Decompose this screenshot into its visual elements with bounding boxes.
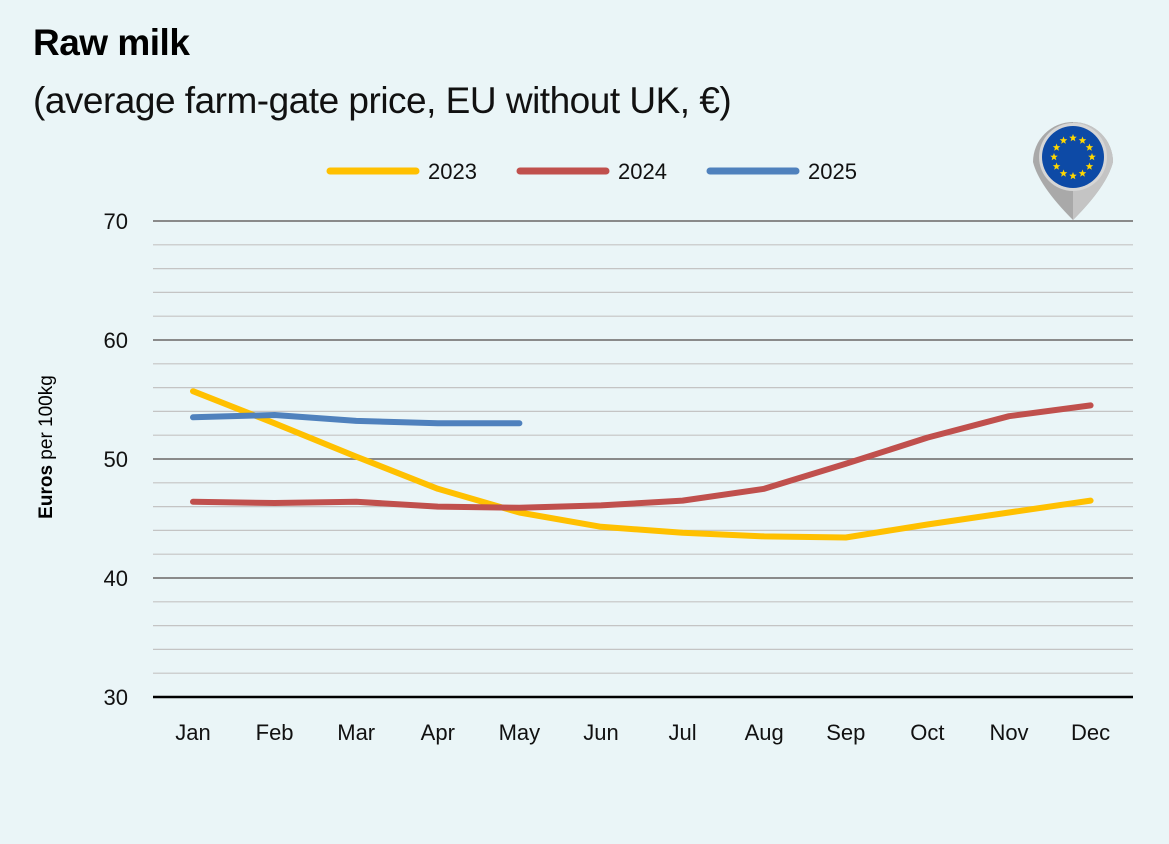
legend-label: 2025 <box>808 159 857 184</box>
eu-star-icon <box>1052 143 1061 151</box>
eu-star-icon <box>1085 162 1094 170</box>
y-tick-label: 60 <box>104 328 128 353</box>
legend-label: 2023 <box>428 159 477 184</box>
eu-star-icon <box>1059 169 1068 177</box>
series-line-2025 <box>190 412 523 427</box>
eu-star-icon <box>1059 136 1068 144</box>
eu-star-icon <box>1069 172 1077 180</box>
eu-star-icon <box>1052 162 1061 170</box>
eu-star-icon <box>1085 143 1094 151</box>
y-axis-label-bold: Euros <box>36 465 57 519</box>
series-lines <box>190 388 1094 541</box>
x-tick-label: Aug <box>745 720 784 745</box>
eu-star-icon <box>1050 153 1058 161</box>
x-tick-label: Feb <box>256 720 294 745</box>
eu-star-icon <box>1069 134 1077 142</box>
x-tick-label: Apr <box>421 720 455 745</box>
eu-star-icon <box>1088 153 1096 161</box>
y-axis-label: Euros per 100kg <box>36 375 57 519</box>
x-tick-label: Jul <box>669 720 697 745</box>
series-line-2024 <box>190 402 1094 511</box>
eu-star-icon <box>1078 136 1087 144</box>
y-tick-label: 70 <box>104 209 128 234</box>
legend-label: 2024 <box>618 159 667 184</box>
y-axis-label-rest: per 100kg <box>36 375 57 465</box>
chart-subtitle: (average farm-gate price, EU without UK,… <box>33 80 732 121</box>
legend-item-2025: 2025 <box>706 159 857 184</box>
y-tick-label: 40 <box>104 566 128 591</box>
legend-item-2023: 2023 <box>326 159 477 184</box>
x-tick-label: Dec <box>1071 720 1110 745</box>
y-tick-label: 30 <box>104 685 128 710</box>
x-tick-label: May <box>499 720 541 745</box>
legend: 2023 2024 2025 <box>326 159 857 184</box>
x-tick-label: Oct <box>910 720 944 745</box>
series-line-2023 <box>190 388 1094 541</box>
x-tick-label: Nov <box>989 720 1028 745</box>
x-tick-label: Jun <box>583 720 618 745</box>
eu-flag-map-pin-icon <box>1033 122 1113 220</box>
x-tick-label: Mar <box>337 720 375 745</box>
x-tick-label: Sep <box>826 720 865 745</box>
legend-item-2024: 2024 <box>516 159 667 184</box>
y-axis-ticks: 30 40 50 60 70 <box>104 209 128 710</box>
x-tick-label: Jan <box>175 720 210 745</box>
chart-title: Raw milk <box>33 22 190 63</box>
y-tick-label: 50 <box>104 447 128 472</box>
gridlines <box>153 220 1133 699</box>
eu-star-icon <box>1078 169 1087 177</box>
x-axis-ticks: Jan Feb Mar Apr May Jun Jul Aug Sep Oct Nov Dec <box>175 720 1110 745</box>
